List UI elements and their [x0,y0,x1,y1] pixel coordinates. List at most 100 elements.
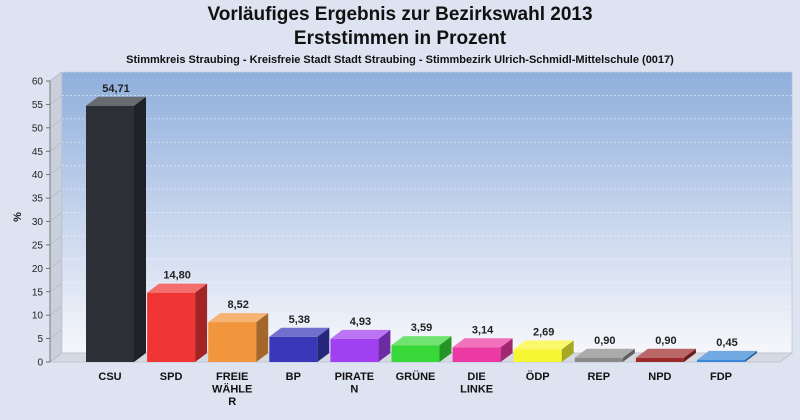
gridline-side [49,71,63,82]
bar-front [391,345,440,362]
bar-top [574,348,635,358]
y-tick-label: 20 [32,264,44,275]
bar-front [635,357,684,362]
data-label: 54,71 [102,83,130,95]
gridline-side [49,165,63,175]
bar-top [330,329,391,339]
chart-title: Vorläufiges Ergebnis zur Bezirkswahl 201… [207,4,593,25]
y-tick-label: 5 [37,334,43,345]
x-tick-label: FDP [710,371,732,383]
bar-top [391,336,452,346]
bar-front [574,357,623,362]
bar-side [683,348,696,362]
bar-top [697,350,757,360]
y-tick-label: 60 [32,77,44,88]
bar [330,329,391,362]
bar-top [86,96,146,106]
data-label: 4,93 [350,316,371,328]
bar-front [452,347,501,362]
bar-front [86,105,134,362]
x-tick-label: LINKE [460,384,493,396]
data-label: 14,80 [163,270,191,282]
gridline-side [49,212,63,222]
bar-top [452,338,513,348]
data-label: 5,38 [289,314,310,326]
y-tick-label: 30 [32,217,44,228]
x-tick-label: CSU [98,371,121,383]
bar [208,313,269,362]
y-tick-label: 40 [32,170,44,181]
chart-subtitle: Stimmkreis Straubing - Kreisfreie Stadt … [126,54,674,66]
bar-side [561,340,574,362]
gridline-side [49,305,63,316]
gridline-side [49,259,63,269]
bar-top [147,283,208,293]
bar-side [378,329,391,362]
y-tick-label: 35 [32,194,44,205]
bar [697,350,757,362]
data-label: 3,59 [411,322,432,334]
bar-front [330,338,379,362]
data-label: 0,90 [655,335,676,347]
y-tick-label: 45 [32,147,44,158]
bar-front [269,336,318,362]
x-tick-label: FREIE [216,371,248,383]
bar-side [745,350,757,362]
data-label: 0,90 [594,335,615,347]
bar-front [147,292,196,362]
bar-front [513,349,562,362]
gridline-side [49,118,63,129]
x-tick-label: ÖDP [526,370,550,383]
bar-side [195,283,208,362]
gridline-side [49,329,63,339]
bar [513,340,574,362]
bar-front [697,359,745,362]
gridline-side [49,95,63,105]
bar-top [269,327,330,337]
data-label: 0,45 [716,337,737,349]
bar [269,327,330,362]
bar-top [208,313,269,323]
bar-side [439,336,452,362]
bar-top [513,340,574,350]
y-tick-label: 10 [32,311,44,322]
x-tick-label: GRÜNE [396,370,436,383]
chart-title-2: Erststimmen in Prozent [293,28,507,49]
data-label: 2,69 [533,326,554,338]
bar [452,338,513,362]
x-tick-label: R [228,396,236,408]
bar-top [635,348,696,358]
gridline-side [49,235,63,246]
x-tick-label: NPD [648,371,671,383]
bar-side [317,327,330,362]
x-tick-label: BP [286,371,301,383]
bar [147,283,208,362]
y-tick-label: 25 [32,240,44,251]
x-tick-label: SPD [160,371,183,383]
bar [574,348,635,362]
x-tick-label: PIRATE [335,371,375,383]
bar-side [256,313,269,362]
y-tick-label: 0 [37,358,43,369]
x-tick-label: REP [587,371,610,383]
y-tick-label: 50 [32,123,44,134]
bar [86,96,146,362]
bar [635,348,696,362]
gridline-side [49,188,63,199]
gridline-side [49,282,63,292]
gridline-side [49,142,63,152]
data-label: 8,52 [227,299,248,311]
bar-side [622,348,635,362]
x-tick-label: WÄHLE [212,383,252,396]
bar-side [500,338,513,362]
data-label: 3,14 [472,324,494,336]
y-tick-label: 15 [32,287,44,298]
x-tick-label: DIE [467,371,485,383]
x-tick-label: N [350,384,358,396]
bar-side [134,96,146,362]
bar [391,336,452,362]
y-tick-label: 55 [32,100,44,111]
y-axis-label: % [12,212,24,222]
bar-front [208,322,257,362]
